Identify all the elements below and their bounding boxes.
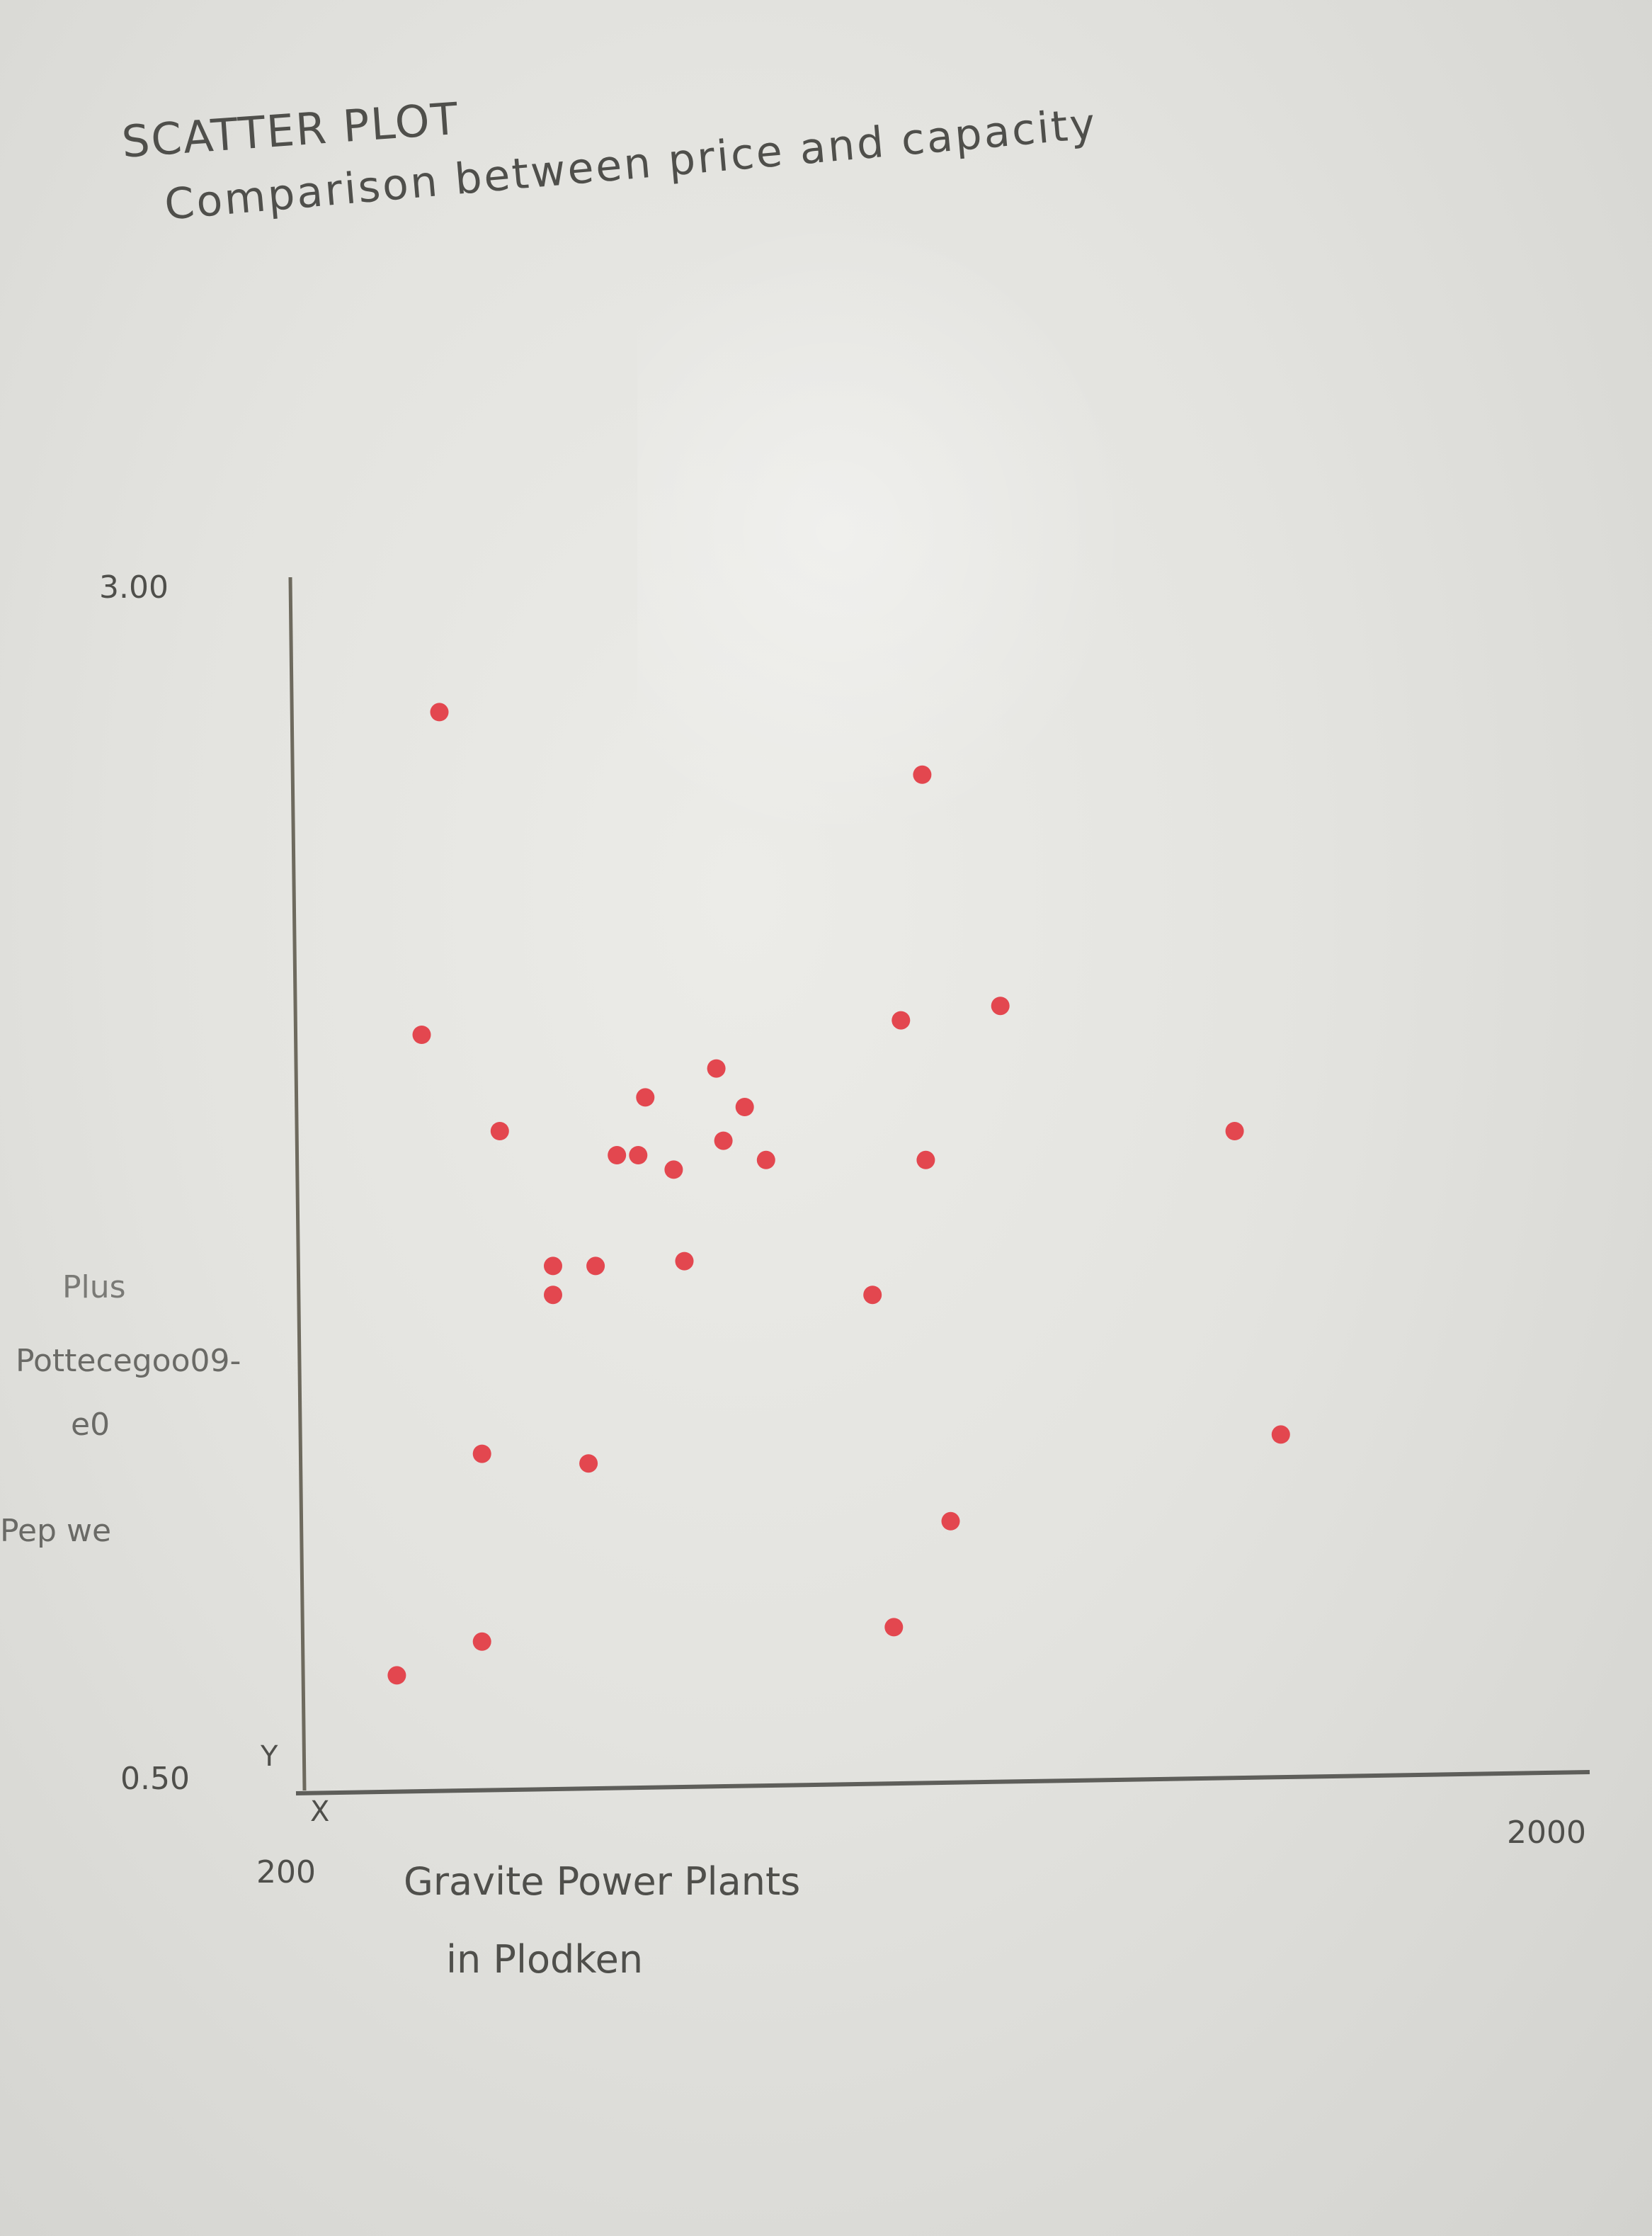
y-tick-label-min: 0.50 xyxy=(120,1761,190,1797)
y-axis-letter: Y xyxy=(261,1740,278,1773)
x-axis-line xyxy=(295,1770,1590,1795)
data-point xyxy=(756,1150,775,1169)
data-point xyxy=(863,1286,882,1305)
data-point xyxy=(707,1059,726,1078)
data-point xyxy=(544,1286,562,1305)
scatter-points xyxy=(387,703,1290,1685)
y-tick-label-max: 3.00 xyxy=(99,569,169,606)
data-point xyxy=(629,1146,648,1164)
data-point xyxy=(387,1666,406,1685)
data-point xyxy=(1271,1425,1290,1444)
y-axis-label-line-4: Pep we xyxy=(0,1513,112,1549)
data-point xyxy=(675,1252,694,1271)
x-axis-label-line-1: Gravite Power Plants xyxy=(404,1859,801,1904)
data-point xyxy=(714,1131,733,1150)
data-point xyxy=(608,1146,627,1164)
data-point xyxy=(586,1256,605,1276)
data-point xyxy=(430,703,449,722)
data-point xyxy=(472,1444,491,1463)
data-point xyxy=(544,1256,562,1276)
y-axis-label-line-3: e0 xyxy=(71,1407,110,1443)
data-point xyxy=(412,1026,431,1044)
data-point xyxy=(579,1454,598,1473)
data-point xyxy=(472,1632,491,1651)
y-axis-label-line-2: Pottecegoo09- xyxy=(16,1343,241,1379)
data-point xyxy=(636,1088,655,1107)
y-axis-label-line-1: Plus xyxy=(62,1269,126,1305)
x-tick-label-min: 200 xyxy=(256,1854,316,1890)
data-point xyxy=(916,1150,935,1169)
x-tick-label-max: 2000 xyxy=(1507,1815,1586,1851)
data-point xyxy=(664,1160,683,1179)
data-point xyxy=(1225,1122,1244,1140)
data-point xyxy=(891,1011,911,1030)
data-point xyxy=(735,1098,754,1116)
y-axis-line xyxy=(288,577,307,1791)
data-point xyxy=(913,765,932,784)
data-point xyxy=(941,1511,960,1531)
data-point xyxy=(884,1618,904,1637)
x-axis-label-line-2: in Plodken xyxy=(446,1937,644,1982)
data-point xyxy=(991,997,1010,1016)
data-point xyxy=(490,1122,509,1140)
x-axis-letter: X xyxy=(310,1795,330,1828)
